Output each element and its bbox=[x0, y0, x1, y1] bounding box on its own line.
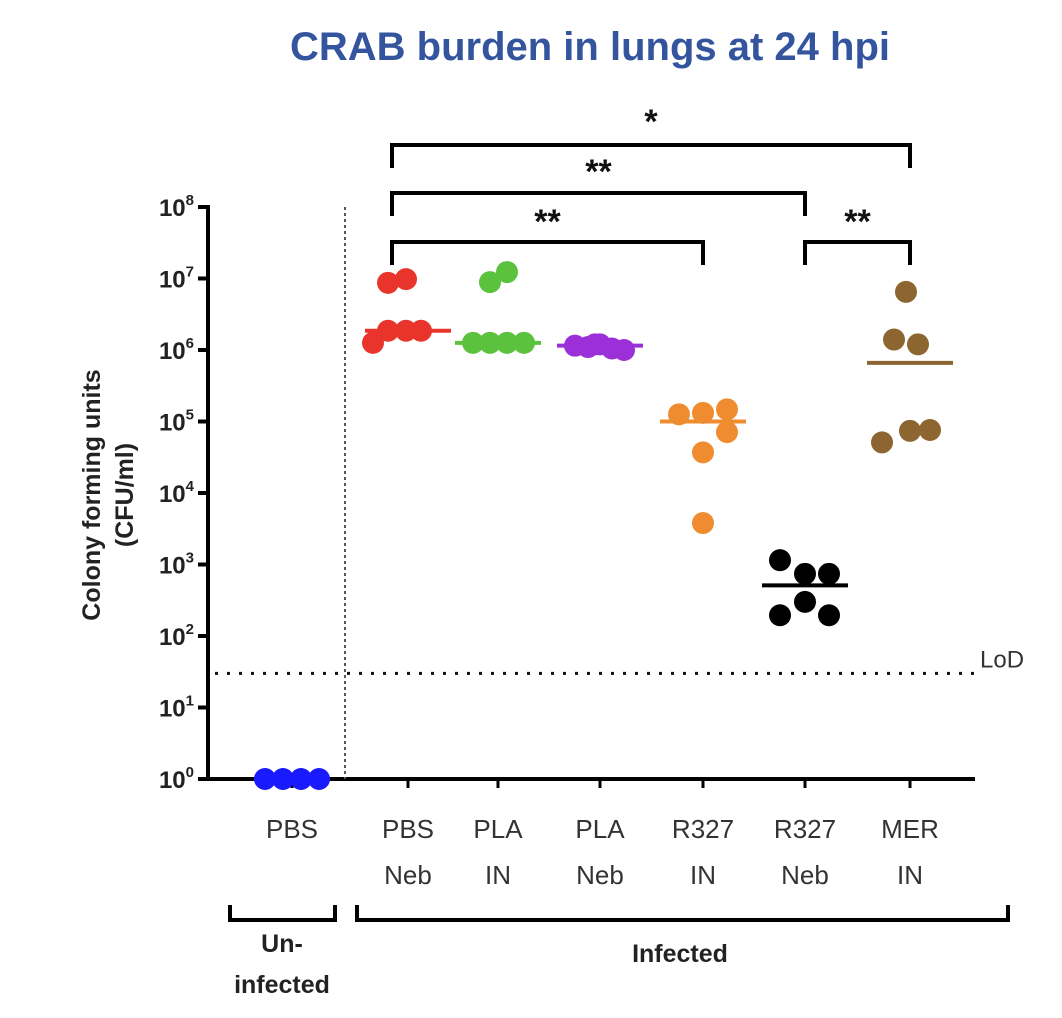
data-point bbox=[899, 419, 921, 442]
data-point bbox=[308, 768, 330, 790]
data-point bbox=[462, 331, 484, 354]
data-point bbox=[377, 271, 399, 294]
y-tick-label: 107 bbox=[159, 264, 194, 294]
group-bracket bbox=[355, 905, 1010, 922]
data-point bbox=[716, 398, 738, 421]
data-point bbox=[584, 333, 606, 356]
y-tick-label: 101 bbox=[159, 693, 194, 723]
significance-bracket bbox=[390, 191, 807, 216]
group-label: Infected bbox=[632, 940, 728, 968]
significance-label: ** bbox=[534, 203, 561, 241]
data-point bbox=[818, 562, 840, 585]
data-point bbox=[883, 328, 905, 351]
x-tick-label: R327 bbox=[774, 814, 836, 844]
y-tick-label: 100 bbox=[159, 764, 194, 794]
data-point bbox=[794, 562, 816, 585]
x-tick-label: Neb bbox=[576, 860, 624, 890]
lod-label: LoD bbox=[980, 646, 1024, 673]
data-point bbox=[395, 268, 417, 291]
data-point bbox=[362, 331, 384, 354]
significance-label: * bbox=[644, 103, 658, 141]
significance-label: ** bbox=[585, 153, 612, 191]
group-bracket bbox=[228, 905, 337, 922]
x-tick-label: PBS bbox=[382, 814, 434, 844]
data-point bbox=[716, 421, 738, 444]
y-tick-label: 105 bbox=[159, 407, 194, 437]
data-point bbox=[907, 333, 929, 356]
y-tick-label: 108 bbox=[159, 192, 194, 222]
data-point bbox=[254, 768, 276, 790]
x-tick-label: PBS bbox=[266, 814, 318, 844]
data-point bbox=[479, 331, 501, 354]
axes: 100 101 102 103 104 105 106 107 108 PBS PBS Neb PLA I… bbox=[159, 192, 1024, 890]
data-point bbox=[692, 512, 714, 535]
data-point bbox=[272, 768, 294, 790]
data-point bbox=[895, 280, 917, 303]
data-point bbox=[410, 319, 432, 342]
chart-title: CRAB burden in lungs at 24 hpi bbox=[290, 25, 890, 69]
significance-bracket bbox=[803, 240, 912, 265]
data-point bbox=[692, 401, 714, 424]
x-tick-label: IN bbox=[897, 860, 923, 890]
y-tick-label: 104 bbox=[159, 478, 195, 508]
data-point bbox=[818, 604, 840, 627]
significance-bracket bbox=[390, 143, 912, 168]
data-point bbox=[794, 590, 816, 613]
data-point bbox=[769, 549, 791, 572]
y-tick-label: 102 bbox=[159, 621, 194, 651]
significance-label: ** bbox=[844, 203, 871, 241]
x-tick-label: MER bbox=[881, 814, 939, 844]
data-point bbox=[513, 331, 535, 354]
y-tick-label: 106 bbox=[159, 335, 194, 365]
data-point bbox=[692, 441, 714, 464]
x-tick-label: PLA bbox=[473, 814, 523, 844]
x-tick-label: PLA bbox=[575, 814, 625, 844]
data-point bbox=[496, 261, 518, 284]
data-marks bbox=[254, 261, 953, 790]
y-axis-label-line1: Colony forming units bbox=[78, 369, 106, 620]
data-point bbox=[479, 271, 501, 294]
group-label: infected bbox=[234, 971, 330, 999]
y-axis-label-line2: (CFU/ml) bbox=[111, 443, 139, 547]
data-point bbox=[668, 403, 690, 426]
data-point bbox=[769, 604, 791, 627]
x-tick-label: R327 bbox=[672, 814, 734, 844]
data-point bbox=[919, 419, 941, 442]
significance-bracket bbox=[390, 240, 705, 265]
y-tick-label: 103 bbox=[159, 550, 194, 580]
data-point bbox=[613, 339, 635, 361]
data-point bbox=[377, 319, 399, 342]
data-point bbox=[871, 431, 893, 454]
x-tick-label: IN bbox=[690, 860, 716, 890]
x-tick-label: IN bbox=[485, 860, 511, 890]
x-tick-label: Neb bbox=[384, 860, 432, 890]
group-label: Un- bbox=[261, 930, 303, 958]
data-point bbox=[496, 331, 518, 354]
data-point bbox=[290, 768, 312, 790]
x-tick-label: Neb bbox=[781, 860, 829, 890]
